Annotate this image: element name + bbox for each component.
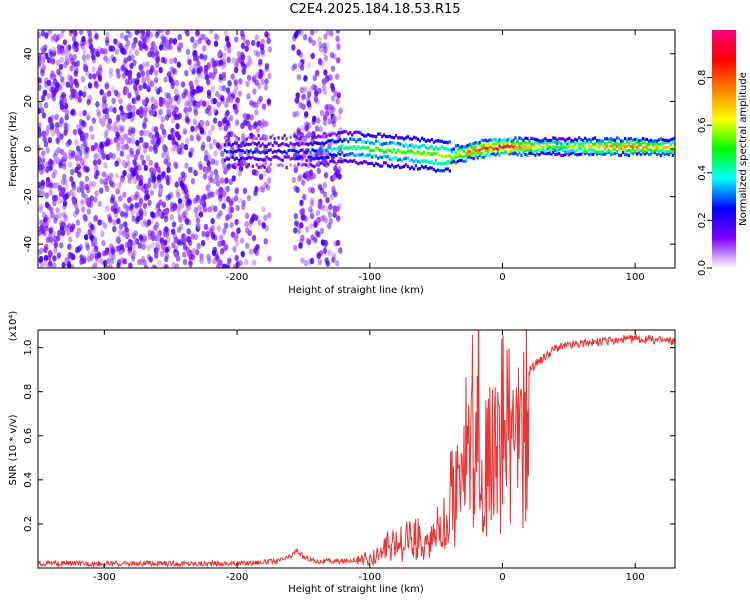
snr-frame (37, 329, 676, 569)
colorbar (712, 30, 736, 268)
heatmap-x-axis-label: Height of straight line (km) (288, 285, 424, 296)
snr-x-tick-label: -100 (358, 572, 381, 583)
snr-y-tick-label: 0.2 (23, 516, 34, 532)
heatmap-x-tick-label: 100 (626, 272, 645, 283)
colorbar-tick-label: 0.0 (697, 260, 708, 276)
snr-y-tick-label: 0.6 (23, 428, 34, 444)
heatmap-y-tick-label: -40 (23, 236, 34, 252)
heatmap-y-tick-label: 0 (23, 146, 34, 152)
snr-x-tick-label: -300 (93, 572, 116, 583)
snr-series-line (38, 330, 675, 568)
heatmap-x-tick-label: -200 (226, 272, 249, 283)
snr-y-tick-label: 1.0 (23, 340, 34, 356)
heatmap-data (38, 30, 675, 268)
snr-x-axis-label: Height of straight line (km) (288, 584, 424, 595)
heatmap-x-tick-label: -100 (358, 272, 381, 283)
snr-y-tick-label: 0.8 (23, 384, 34, 400)
heatmap-x-tick-label: -300 (93, 272, 116, 283)
heatmap-y-tick-label: -20 (23, 188, 34, 204)
colorbar-tick-label: 0.2 (697, 212, 708, 228)
heatmap-y-axis-label: Frequency (Hz) (8, 111, 19, 187)
snr-y-multiplier: (x10⁴) (8, 311, 19, 342)
colorbar-tick-label: 0.6 (697, 117, 708, 133)
colorbar-tick-label: 0.4 (697, 165, 708, 181)
colorbar-tick-label: 0.8 (697, 70, 708, 86)
heatmap-y-tick-label: 40 (23, 47, 34, 60)
snr-x-tick-label: -200 (226, 572, 249, 583)
heatmap-x-tick-label: 0 (499, 272, 505, 283)
snr-x-tick-label: 0 (499, 572, 505, 583)
snr-x-tick-label: 100 (626, 572, 645, 583)
snr-y-axis-label: SNR (10 * v/v) (8, 414, 19, 485)
snr-y-tick-label: 0.4 (23, 472, 34, 488)
heatmap-y-tick-label: 20 (23, 95, 34, 108)
chart-title: C2E4.2025.184.18.53.R15 (289, 2, 461, 17)
colorbar-label: Normalized spectral amplitude (738, 72, 749, 226)
